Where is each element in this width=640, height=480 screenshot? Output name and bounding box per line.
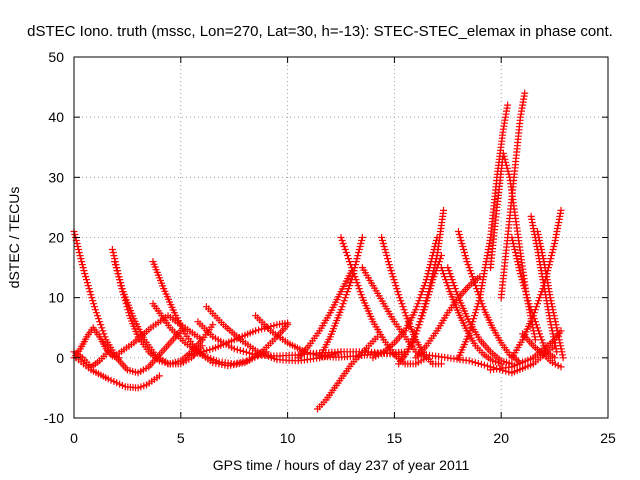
data-series-track: [113, 312, 206, 359]
y-tick-label: 30: [48, 169, 64, 185]
data-point-markers: [70, 324, 123, 362]
data-series-track: [444, 264, 516, 368]
data-series-track: [70, 324, 123, 362]
x-tick-label: 0: [70, 430, 78, 446]
data-series-track: [487, 327, 565, 374]
data-series-track: [314, 333, 381, 413]
data-series-track: [188, 319, 292, 359]
data-series-track: [316, 234, 366, 362]
data-point-markers: [497, 89, 529, 302]
chart-title: dSTEC Iono. truth (mssc, Lon=270, Lat=30…: [27, 23, 613, 40]
x-tick-label: 20: [493, 430, 509, 446]
y-axis-title: dSTEC / TECUs: [6, 187, 22, 289]
x-tick-label: 5: [177, 430, 185, 446]
data-series-track: [149, 300, 270, 368]
data-point-markers: [508, 234, 559, 362]
data-series: [70, 89, 567, 413]
y-tick-label: 50: [48, 49, 64, 65]
y-tick-label: 10: [48, 290, 64, 306]
x-tick-label: 15: [387, 430, 403, 446]
data-point-markers: [408, 206, 447, 350]
data-series-track: [369, 234, 441, 362]
data-series-track: [508, 234, 559, 362]
x-tick-label: 10: [280, 430, 296, 446]
axis-ticks: 0 5 10 15 20 25 -10 0 10 20 30 40 50: [44, 49, 616, 446]
data-series-track: [408, 206, 447, 350]
data-series-track: [149, 258, 292, 370]
y-tick-label: 20: [48, 230, 64, 246]
data-point-markers: [487, 327, 565, 374]
data-series-track: [519, 330, 565, 371]
y-tick-label: 0: [56, 350, 64, 366]
data-series-track: [337, 234, 430, 368]
data-point-markers: [437, 264, 505, 368]
data-point-markers: [113, 312, 206, 359]
data-point-markers: [519, 330, 565, 371]
data-point-markers: [444, 264, 516, 368]
y-tick-label: 40: [48, 109, 64, 125]
data-point-markers: [149, 300, 270, 368]
data-point-markers: [314, 333, 381, 413]
data-point-markers: [149, 258, 292, 370]
data-series-track: [497, 89, 529, 302]
data-point-markers: [369, 234, 441, 362]
data-series-track: [294, 267, 356, 362]
x-axis-title: GPS time / hours of day 237 of year 2011: [213, 457, 470, 473]
y-tick-label: -10: [44, 410, 64, 426]
data-point-markers: [337, 234, 430, 368]
data-point-markers: [508, 206, 565, 362]
data-series-track: [378, 234, 445, 368]
data-point-markers: [188, 319, 292, 359]
x-tick-label: 25: [600, 430, 616, 446]
data-series-track: [508, 206, 565, 362]
data-series-track: [437, 264, 505, 368]
data-point-markers: [316, 234, 366, 362]
data-point-markers: [378, 234, 445, 368]
data-point-markers: [294, 267, 356, 362]
